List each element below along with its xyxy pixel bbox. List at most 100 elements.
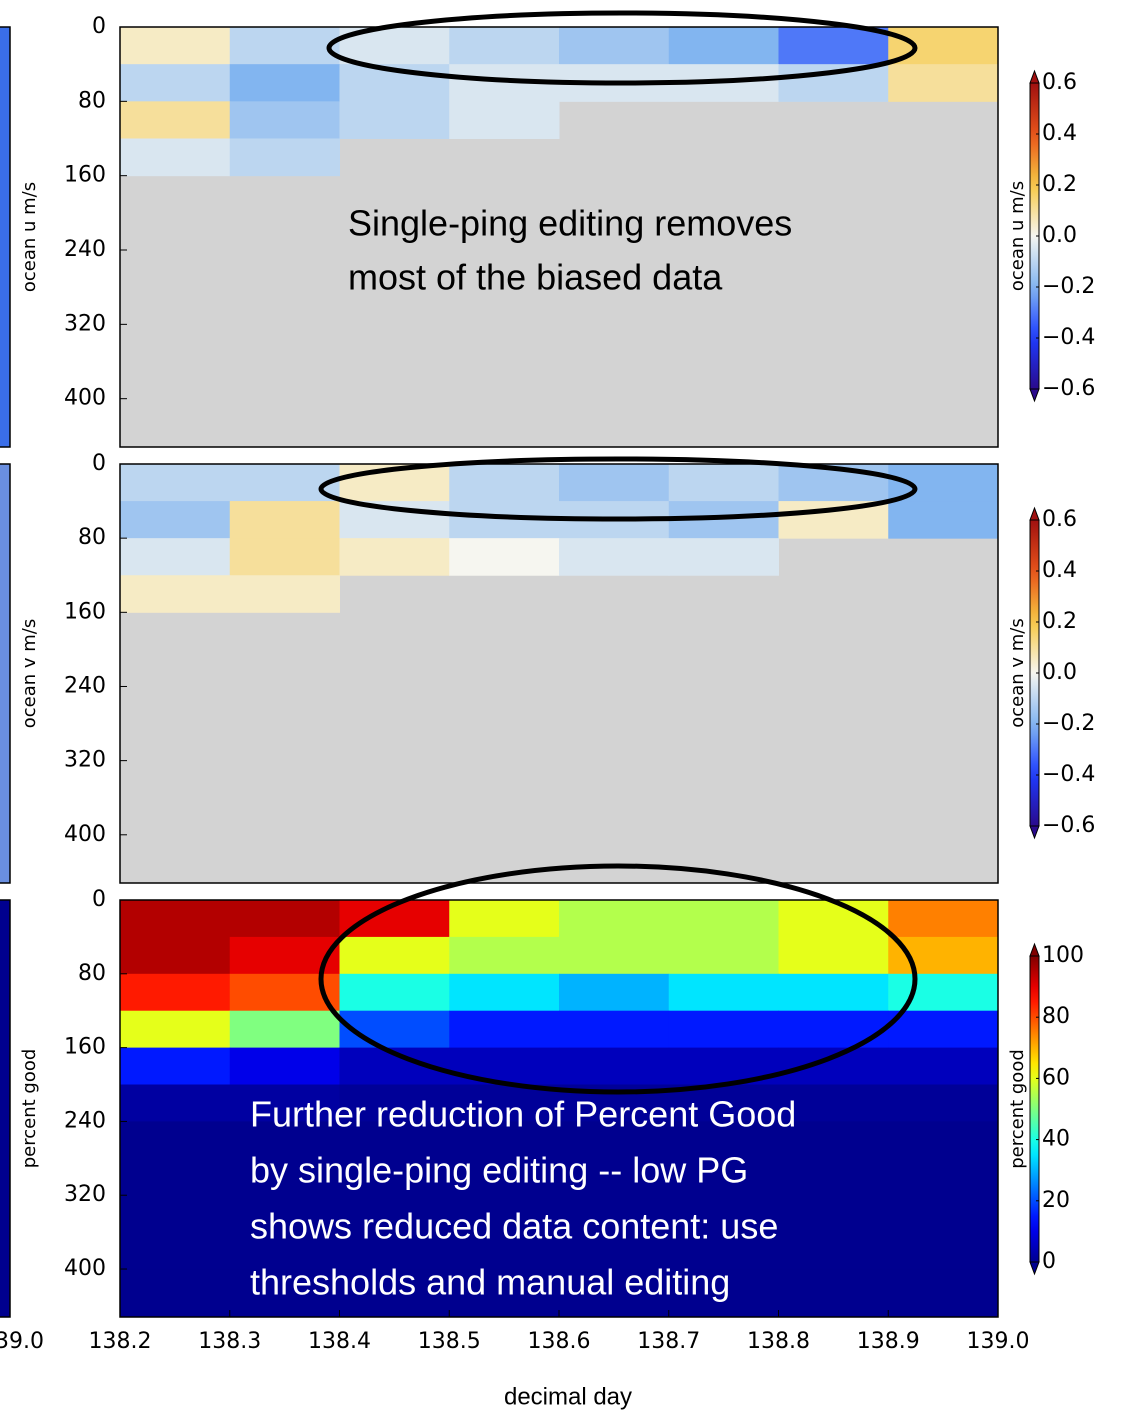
heatmap-cell <box>888 1121 999 1159</box>
highlight-ellipse <box>318 456 918 522</box>
x-tick-label: 138.3 <box>198 1329 261 1354</box>
heatmap-cell <box>668 1232 779 1270</box>
y-tick-label: 240 <box>64 673 106 698</box>
y-tick-label: 80 <box>78 88 106 113</box>
heatmap-cell <box>229 1232 340 1270</box>
heatmap-cell <box>559 538 670 576</box>
y-tick-label: 160 <box>64 163 106 188</box>
heatmap-cell <box>778 1158 889 1196</box>
annotation: Further reduction of Percent Good <box>250 1094 796 1135</box>
heatmap-cell <box>449 1269 560 1318</box>
heatmap-cell <box>559 1195 670 1233</box>
heatmap-cell <box>339 1232 450 1270</box>
heatmap-cell <box>668 1010 779 1049</box>
y-tick-label: 80 <box>78 961 106 986</box>
colorbar-label: ocean v m/s <box>1007 618 1028 728</box>
heatmap-cell <box>668 900 779 938</box>
colorbar-label: percent good <box>1007 1049 1028 1169</box>
heatmap-cell <box>229 27 340 65</box>
heatmap-cell <box>120 1047 231 1086</box>
heatmap-cell <box>449 464 560 502</box>
heatmap-cell <box>778 1010 889 1049</box>
heatmap-cell <box>778 1269 889 1318</box>
plot-frame <box>119 26 999 448</box>
heatmap-cell <box>778 1195 889 1233</box>
highlight-ellipse <box>318 863 918 1095</box>
heatmap-cell <box>229 1010 340 1049</box>
colorbar-tick-label: −0.4 <box>1042 325 1095 350</box>
cropped-panel <box>0 26 11 448</box>
heatmap-cell <box>778 1084 889 1122</box>
y-tick-label: 320 <box>64 1182 106 1207</box>
heatmap-cell <box>778 27 889 65</box>
annotation: by single-ping editing -- low PG <box>250 1150 748 1191</box>
heatmap-cell <box>339 936 450 975</box>
y-axis-label: ocean u m/s <box>19 182 40 292</box>
heatmap-cell <box>449 538 560 576</box>
heatmap-cell <box>559 1269 670 1318</box>
annotation: most of the biased data <box>348 257 723 298</box>
x-tick-label: 138.5 <box>418 1329 481 1354</box>
heatmap-cell <box>120 64 231 102</box>
highlight-ellipse <box>326 10 918 86</box>
x-tick-label: 138.7 <box>637 1329 700 1354</box>
heatmap-cell <box>229 1195 340 1233</box>
heatmap-cell <box>229 501 340 539</box>
heatmap-cell <box>888 1269 999 1318</box>
heatmap-cell <box>888 900 999 938</box>
colorbar-tick-label: 0.4 <box>1042 121 1077 146</box>
heatmap-cell <box>449 1047 560 1086</box>
y-axis-label: percent good <box>19 1049 40 1169</box>
heatmap-cell <box>668 1195 779 1233</box>
heatmap-cell <box>120 973 231 1012</box>
heatmap-cell <box>778 936 889 975</box>
heatmap-cell <box>339 1084 450 1122</box>
heatmap-cell <box>229 1121 340 1159</box>
heatmap-cell <box>229 1269 340 1318</box>
heatmap-cell <box>120 936 231 975</box>
colorbar-tick-label: −0.6 <box>1042 813 1095 838</box>
colorbar-tick-label: 0.2 <box>1042 172 1077 197</box>
heatmap-cell <box>449 1195 560 1233</box>
colorbar-extend <box>1029 942 1040 957</box>
colorbar-tick-label: 0.0 <box>1042 660 1077 685</box>
colorbar-tick-label: 60 <box>1042 1065 1070 1090</box>
heatmap-cell <box>449 1084 560 1122</box>
heatmap-cell <box>120 575 231 613</box>
heatmap-cell <box>229 101 340 140</box>
heatmap-cell <box>229 464 340 502</box>
heatmap-cell <box>229 538 340 576</box>
colorbar-tick-label: 0.6 <box>1042 507 1077 532</box>
heatmap-cell <box>229 1158 340 1196</box>
colorbar-extend <box>1029 1261 1040 1276</box>
y-tick-label: 80 <box>78 525 106 550</box>
heatmap-cell <box>339 1010 450 1049</box>
heatmap-cell <box>229 1084 340 1122</box>
heatmap-cell <box>120 1010 231 1049</box>
heatmap-cell <box>339 1158 450 1196</box>
heatmap-cell <box>778 1121 889 1159</box>
heatmap-cell <box>120 538 231 576</box>
heatmap-cell <box>229 138 340 177</box>
heatmap-cell <box>120 501 231 539</box>
colorbar <box>1029 955 1040 1263</box>
heatmap-cell <box>888 936 999 975</box>
heatmap-cell <box>339 101 450 140</box>
heatmap-cell <box>668 936 779 975</box>
y-tick-label: 0 <box>92 14 106 39</box>
y-tick-label: 240 <box>64 237 106 262</box>
heatmap-cell <box>120 1158 231 1196</box>
colorbar-tick-label: 100 <box>1042 943 1084 968</box>
heatmap-cell <box>449 27 560 65</box>
heatmap-cell <box>449 1232 560 1270</box>
heatmap-cell <box>559 1121 670 1159</box>
x-tick-label: 139.0 <box>967 1329 1030 1354</box>
heatmap-cell <box>668 464 779 502</box>
heatmap-cell <box>559 973 670 1012</box>
heatmap-cell <box>559 27 670 65</box>
heatmap-cell <box>559 900 670 938</box>
x-tick-label: 138.8 <box>747 1329 810 1354</box>
colorbar-extend <box>1029 388 1040 403</box>
heatmap-cell <box>668 1121 779 1159</box>
